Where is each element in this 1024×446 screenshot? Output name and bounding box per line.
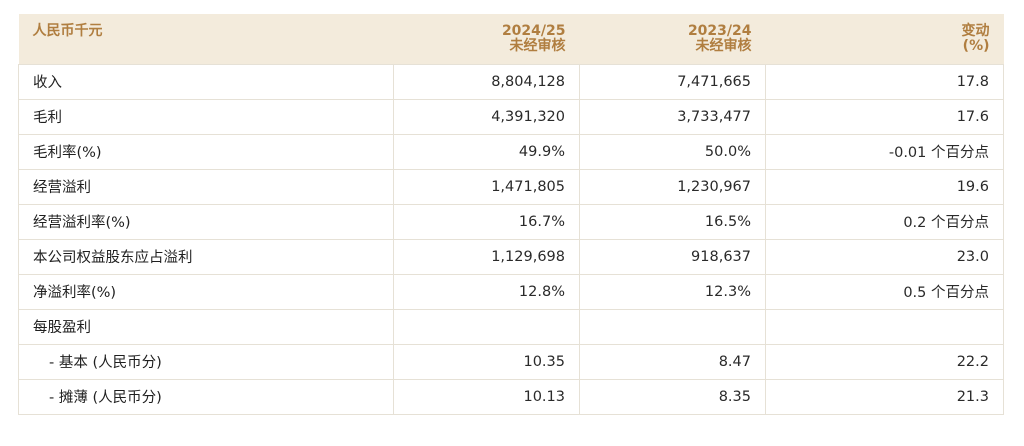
row-label: 净溢利率(%) [18, 274, 394, 310]
header-col-2024-25: 2024/25 未经审核 [394, 14, 580, 64]
row-label: 经营溢利 [18, 169, 394, 205]
row-label: 每股盈利 [18, 309, 394, 345]
row-value-change: 17.6 [765, 99, 1004, 135]
financial-summary-table: 人民币千元 2024/25 未经审核 2023/24 未经审核 变动 (%) 收… [18, 14, 1004, 415]
row-value-2024-25: 49.9% [393, 134, 580, 170]
row-value-change: 23.0 [765, 239, 1004, 275]
table-row: - 摊薄 (人民币分) 10.13 8.35 21.3 [18, 379, 1004, 415]
row-value-2023-24: 50.0% [579, 134, 766, 170]
row-value-2023-24: 3,733,477 [579, 99, 766, 135]
row-value-2024-25 [393, 309, 580, 345]
table-row: 毛利率(%) 49.9% 50.0% -0.01 个百分点 [18, 134, 1004, 170]
row-label: - 摊薄 (人民币分) [18, 379, 394, 415]
row-value-change: 19.6 [765, 169, 1004, 205]
row-value-2024-25: 1,471,805 [393, 169, 580, 205]
row-label: 收入 [18, 63, 394, 100]
row-value-2023-24: 16.5% [579, 204, 766, 240]
row-value-2023-24: 7,471,665 [579, 63, 766, 100]
row-label: - 基本 (人民币分) [18, 344, 394, 380]
row-value-change: -0.01 个百分点 [765, 134, 1004, 170]
row-value-2024-25: 12.8% [393, 274, 580, 310]
table-row: 本公司权益股东应占溢利 1,129,698 918,637 23.0 [18, 239, 1004, 275]
row-label: 毛利 [18, 99, 394, 135]
table-body: 收入 8,804,128 7,471,665 17.8 毛利 4,391,320… [18, 63, 1004, 415]
row-value-change: 17.8 [765, 63, 1004, 100]
header-col3-note: (%) [962, 38, 990, 54]
row-value-change: 0.5 个百分点 [765, 274, 1004, 310]
row-value-2023-24: 8.47 [579, 344, 766, 380]
table-row: 毛利 4,391,320 3,733,477 17.6 [18, 99, 1004, 135]
table-row: 每股盈利 [18, 309, 1004, 345]
table-row: 经营溢利 1,471,805 1,230,967 19.6 [18, 169, 1004, 205]
table-header: 人民币千元 2024/25 未经审核 2023/24 未经审核 变动 (%) [18, 14, 1004, 64]
row-label: 毛利率(%) [18, 134, 394, 170]
row-value-2024-25: 16.7% [393, 204, 580, 240]
table-row: 净溢利率(%) 12.8% 12.3% 0.5 个百分点 [18, 274, 1004, 310]
row-label: 本公司权益股东应占溢利 [18, 239, 394, 275]
header-col-2023-24: 2023/24 未经审核 [580, 14, 766, 64]
row-value-2024-25: 1,129,698 [393, 239, 580, 275]
table-row: - 基本 (人民币分) 10.35 8.47 22.2 [18, 344, 1004, 380]
header-row: 人民币千元 2024/25 未经审核 2023/24 未经审核 变动 (%) [18, 14, 1004, 64]
header-col-change: 变动 (%) [766, 14, 1004, 64]
header-unit: 人民币千元 [32, 23, 103, 39]
header-col1-note: 未经审核 [509, 38, 566, 54]
row-value-change: 0.2 个百分点 [765, 204, 1004, 240]
header-col2-note: 未经审核 [695, 38, 752, 54]
table-row: 收入 8,804,128 7,471,665 17.8 [18, 63, 1004, 100]
row-value-2023-24: 1,230,967 [579, 169, 766, 205]
row-value-2024-25: 10.35 [393, 344, 580, 380]
row-value-2024-25: 4,391,320 [393, 99, 580, 135]
header-col1-year: 2024/25 [501, 23, 566, 39]
financial-summary-table-wrap: 人民币千元 2024/25 未经审核 2023/24 未经审核 变动 (%) 收… [18, 14, 1004, 415]
row-value-2023-24: 12.3% [579, 274, 766, 310]
header-col2-year: 2023/24 [687, 23, 752, 39]
row-value-change: 21.3 [765, 379, 1004, 415]
row-value-change [765, 309, 1004, 345]
header-col3-title: 变动 [961, 23, 990, 39]
row-value-2024-25: 8,804,128 [393, 63, 580, 100]
row-value-change: 22.2 [765, 344, 1004, 380]
row-value-2023-24 [579, 309, 766, 345]
row-label: 经营溢利率(%) [18, 204, 394, 240]
table-row: 经营溢利率(%) 16.7% 16.5% 0.2 个百分点 [18, 204, 1004, 240]
row-value-2024-25: 10.13 [393, 379, 580, 415]
row-value-2023-24: 8.35 [579, 379, 766, 415]
row-value-2023-24: 918,637 [579, 239, 766, 275]
